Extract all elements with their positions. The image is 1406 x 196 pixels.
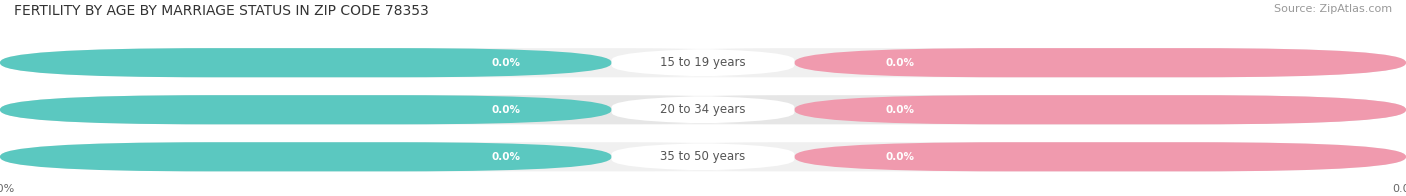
Text: 0.0%: 0.0% [886,105,914,115]
Text: 0.0%: 0.0% [886,58,914,68]
FancyBboxPatch shape [794,142,1406,171]
Text: 0.0%: 0.0% [492,152,520,162]
Text: 0.0%: 0.0% [492,105,520,115]
Text: 15 to 19 years: 15 to 19 years [661,56,745,69]
FancyBboxPatch shape [612,48,794,77]
FancyBboxPatch shape [612,142,794,171]
Text: 0.0%: 0.0% [492,58,520,68]
Text: 20 to 34 years: 20 to 34 years [661,103,745,116]
FancyBboxPatch shape [612,95,794,124]
FancyBboxPatch shape [0,95,1406,124]
FancyBboxPatch shape [794,95,1406,124]
FancyBboxPatch shape [794,48,1406,77]
FancyBboxPatch shape [0,142,612,171]
FancyBboxPatch shape [0,142,1406,171]
FancyBboxPatch shape [0,48,612,77]
Text: Source: ZipAtlas.com: Source: ZipAtlas.com [1274,4,1392,14]
Text: FERTILITY BY AGE BY MARRIAGE STATUS IN ZIP CODE 78353: FERTILITY BY AGE BY MARRIAGE STATUS IN Z… [14,4,429,18]
Text: 35 to 50 years: 35 to 50 years [661,150,745,163]
Text: 0.0%: 0.0% [886,152,914,162]
FancyBboxPatch shape [0,95,612,124]
FancyBboxPatch shape [0,48,1406,77]
